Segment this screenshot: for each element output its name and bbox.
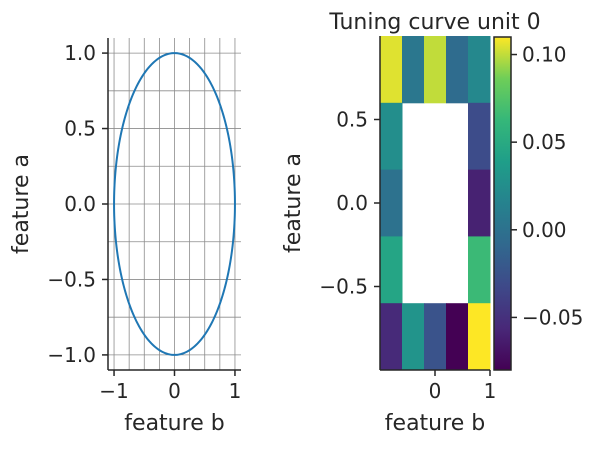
left-x-tick-label: −1	[99, 379, 128, 403]
right-x-axis-label: feature b	[385, 411, 485, 436]
left-y-tick-label: −1.0	[47, 343, 96, 367]
heatmap-cells	[380, 36, 491, 371]
colorbar-tick-label: 0.05	[522, 130, 567, 154]
heatmap-cell	[380, 303, 403, 371]
colorbar-tick-label: −0.05	[522, 305, 583, 329]
heatmap-cell	[468, 303, 491, 371]
heatmap-cell	[468, 36, 491, 104]
right-y-ticks: −0.5 0.0 0.5	[319, 108, 380, 299]
heatmap-cell	[380, 236, 403, 304]
heatmap-cell	[402, 36, 425, 104]
left-y-tick-label: 0.0	[64, 192, 96, 216]
right-x-tick-label: 1	[484, 379, 497, 403]
heatmap-cell	[424, 303, 447, 371]
left-chart: −1 0 1 −1.0 −0.5 0.0 0.5 1.0 feature b feature…	[9, 38, 241, 436]
left-x-ticks: −1 0 1	[99, 370, 241, 403]
heatmap-cell	[468, 236, 491, 304]
right-y-tick-label: −0.5	[319, 275, 368, 299]
heatmap-cell	[380, 102, 403, 171]
colorbar-tick-label: 0.00	[522, 218, 567, 242]
heatmap-cell	[446, 303, 469, 371]
right-y-tick-label: 0.5	[336, 108, 368, 132]
heatmap-cell	[468, 102, 491, 171]
right-y-tick-label: 0.0	[336, 191, 368, 215]
right-y-axis-label: feature a	[281, 153, 306, 253]
left-y-ticks: −1.0 −0.5 0.0 0.5 1.0	[47, 41, 108, 367]
left-y-axis-label: feature a	[9, 154, 34, 254]
heatmap-cell	[402, 303, 425, 371]
heatmap-cell	[424, 36, 447, 104]
right-chart-title: Tuning curve unit 0	[328, 10, 540, 35]
heatmap-cell	[380, 36, 403, 104]
heatmap-cell	[380, 169, 403, 237]
left-x-axis-label: feature b	[124, 411, 224, 436]
left-y-tick-label: 1.0	[64, 41, 96, 65]
colorbar	[493, 36, 512, 371]
colorbar-ticks: −0.05 0.00 0.05 0.10	[511, 43, 583, 329]
left-y-tick-label: 0.5	[64, 117, 96, 141]
left-x-tick-label: 0	[168, 379, 181, 403]
heatmap-cell	[468, 169, 491, 237]
left-y-tick-label: −0.5	[47, 267, 96, 291]
left-grid	[108, 38, 241, 370]
left-x-tick-label: 1	[229, 379, 242, 403]
circle-series-line	[113, 52, 236, 356]
colorbar-tick-label: 0.10	[522, 43, 567, 67]
heatmap-cell	[446, 36, 469, 104]
right-x-tick-label: 0	[429, 379, 442, 403]
